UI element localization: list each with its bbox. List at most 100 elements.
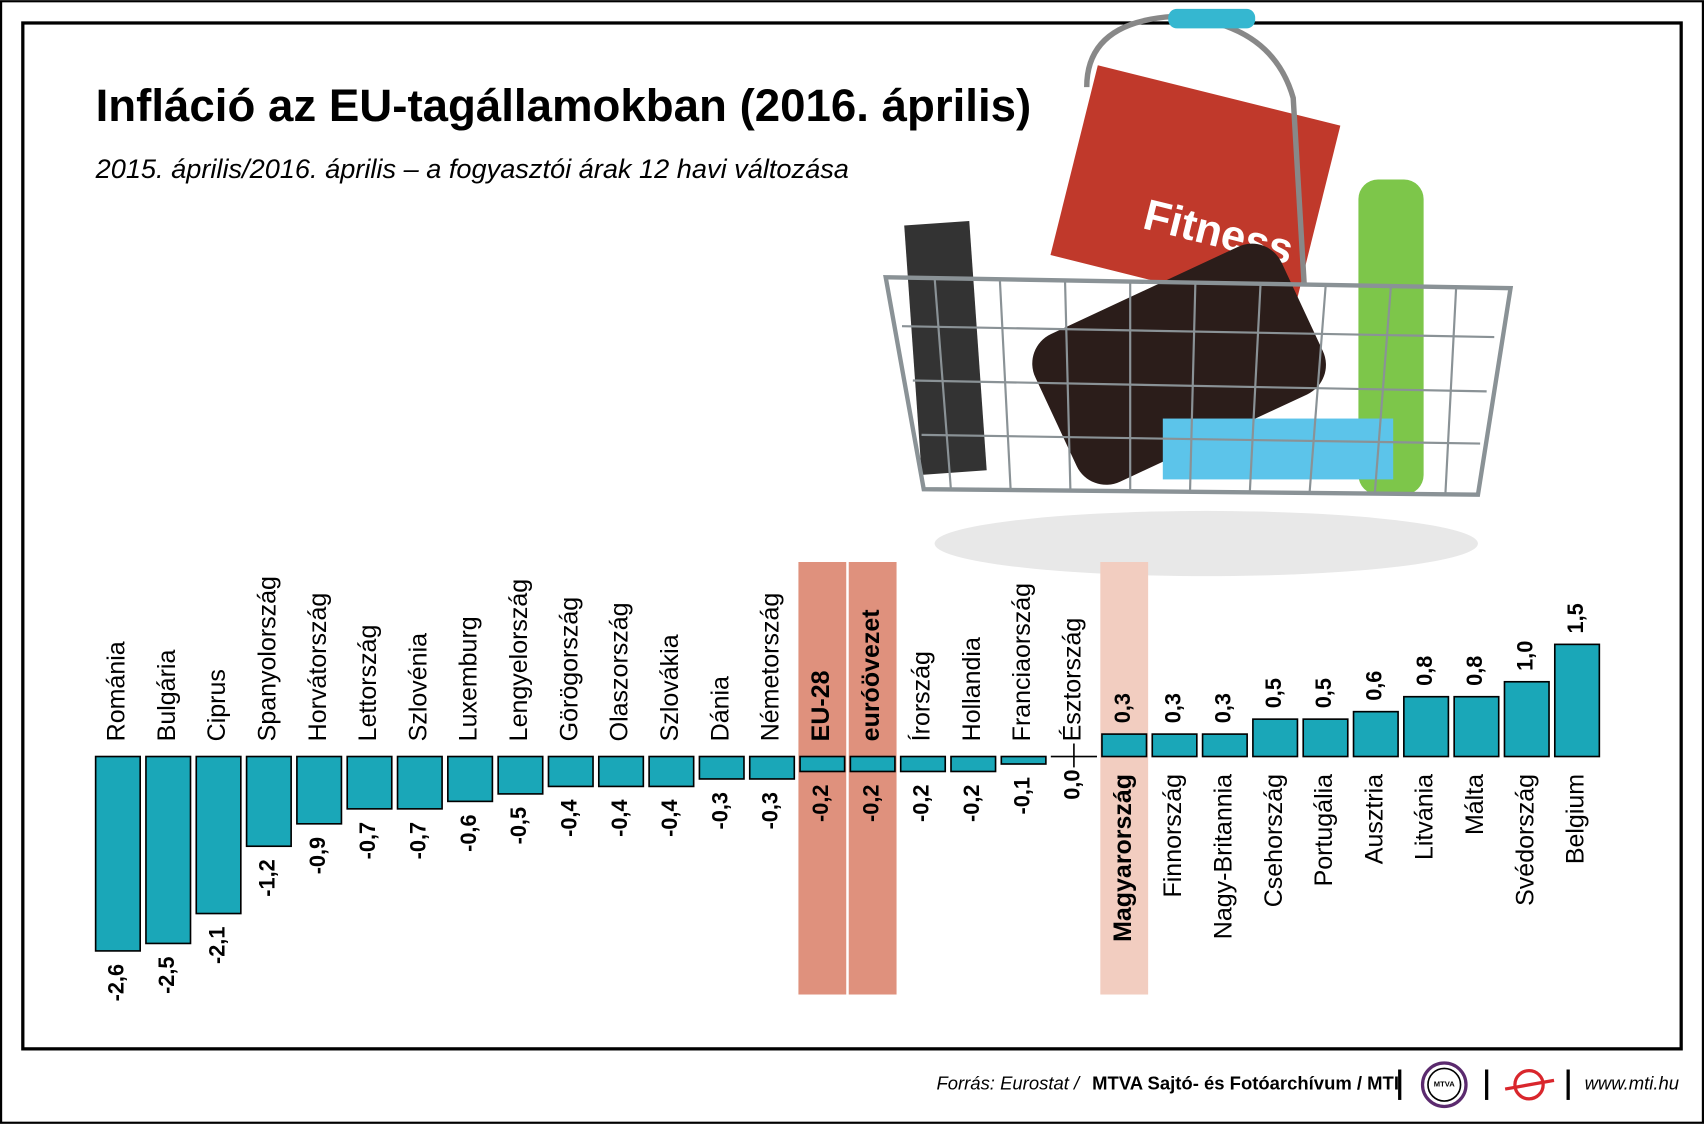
bar <box>597 755 645 788</box>
frame <box>21 21 1683 1051</box>
highlight-band <box>798 562 847 995</box>
value-label: -0,7 <box>355 822 380 859</box>
category-label: Magyarország <box>1109 774 1137 942</box>
value-label: -1,2 <box>255 859 280 896</box>
category-label: Ausztria <box>1360 774 1388 864</box>
category-label: Dánia <box>706 676 734 741</box>
value-label: 1,0 <box>1512 641 1537 671</box>
bar <box>1252 718 1299 758</box>
bar <box>396 755 443 810</box>
logo-ring <box>1420 1061 1468 1109</box>
bar <box>1352 710 1399 758</box>
bar <box>698 755 745 780</box>
bar <box>1201 733 1248 758</box>
value-label: -0,5 <box>506 807 531 844</box>
category-label: Finnország <box>1159 774 1187 898</box>
category-label: Észtország <box>1058 618 1087 742</box>
highlight-band <box>848 562 897 995</box>
value-label: 0,5 <box>1261 678 1286 708</box>
category-label: Luxemburg <box>455 616 483 741</box>
highlight-band <box>1100 562 1149 995</box>
category-label: Németország <box>757 593 785 742</box>
value-label: 1,5 <box>1563 603 1588 633</box>
value-label: -0,4 <box>607 799 632 836</box>
bar <box>94 755 142 952</box>
bar <box>1403 695 1450 758</box>
basket-illustration: Fitness <box>883 8 1514 577</box>
bar <box>1302 718 1349 758</box>
category-label: Ciprus <box>203 669 231 741</box>
bar <box>950 755 997 773</box>
category-label: Görögország <box>555 597 583 741</box>
value-label: -0,1 <box>1009 777 1034 814</box>
value-label: 0,3 <box>1110 693 1135 723</box>
bar <box>849 755 896 773</box>
bar <box>1151 733 1198 758</box>
website: www.mti.hu <box>1585 1073 1679 1094</box>
value-label: -0,4 <box>657 799 682 836</box>
value-label: -0,6 <box>456 814 481 851</box>
category-label: EU-28 <box>807 670 835 741</box>
category-label: Írország <box>907 651 936 741</box>
bar <box>1101 733 1148 758</box>
value-label: -0,2 <box>808 785 833 822</box>
plot: Románia -2,6 Bulgária -2,5 Ciprus -2,1 Spanyol… <box>94 562 1601 1001</box>
source: MTVA Sajtó- és Fotóarchívum / MTI <box>1092 1073 1399 1094</box>
category-label: Franciaország <box>1008 583 1036 741</box>
bar <box>245 755 292 848</box>
category-label: Olaszország <box>606 602 634 741</box>
category-label: Litvánia <box>1411 774 1439 860</box>
bar <box>195 755 242 915</box>
category-label: Belgium <box>1562 774 1590 864</box>
logo-text: MTVA <box>1434 1080 1455 1089</box>
category-label: Hollandia <box>958 637 986 741</box>
value-label: -2,6 <box>104 964 129 1001</box>
value-label: -0,2 <box>858 785 883 822</box>
value-label: 0,8 <box>1462 656 1487 686</box>
mti-logo-line <box>1504 1078 1555 1091</box>
value-label: -0,9 <box>305 837 330 874</box>
category-label: euróövezet <box>857 609 885 742</box>
bar <box>447 755 494 803</box>
bar <box>1453 695 1500 758</box>
value-label: 0,5 <box>1311 678 1336 708</box>
logo-inner <box>1427 1067 1462 1102</box>
source-prefix: Forrás: Eurostat / <box>936 1073 1081 1094</box>
value-label: -0,7 <box>406 822 431 859</box>
category-label: Csehország <box>1260 774 1288 907</box>
category-label: Spanyolország <box>253 576 281 741</box>
bar <box>497 755 544 795</box>
bar <box>748 755 796 780</box>
value-label: 0,8 <box>1412 656 1437 686</box>
bar <box>547 755 594 788</box>
category-label: Lettország <box>354 625 382 742</box>
value-label: -0,3 <box>758 792 783 829</box>
bar <box>296 755 343 825</box>
mti-logo <box>1513 1068 1545 1101</box>
category-label: Svédország <box>1511 774 1539 906</box>
category-label: Horvátország <box>304 593 332 742</box>
value-label: -2,5 <box>154 956 179 993</box>
bar <box>899 755 947 773</box>
bar <box>799 755 846 773</box>
bar <box>346 755 393 810</box>
bar <box>1000 755 1047 765</box>
category-label: Nagy-Britannia <box>1209 774 1237 939</box>
value-label: -0,2 <box>959 785 984 822</box>
value-label: -0,4 <box>556 799 581 836</box>
bar <box>145 755 192 945</box>
category-label: Portugália <box>1310 774 1338 887</box>
value-label: 0,3 <box>1211 693 1236 723</box>
category-label: Málta <box>1461 774 1489 835</box>
bar <box>1503 680 1550 758</box>
category-label: Szlovénia <box>404 633 432 741</box>
value-label: -0,2 <box>909 785 934 822</box>
chart-title: Infláció az EU-tagállamokban (2016. ápri… <box>96 80 1032 131</box>
bar <box>1553 643 1601 758</box>
category-label: Szlovákia <box>656 634 684 741</box>
category-label: Bulgária <box>153 650 181 742</box>
bar <box>648 755 695 788</box>
value-label: 0,6 <box>1362 671 1387 701</box>
category-label: Lengyelország <box>505 579 533 742</box>
